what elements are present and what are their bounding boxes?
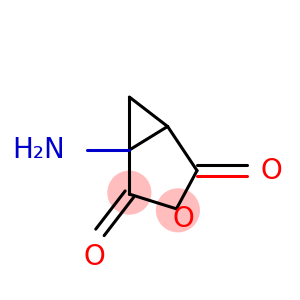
- Text: O: O: [83, 243, 105, 272]
- Text: O: O: [173, 205, 195, 233]
- Text: O: O: [260, 157, 282, 184]
- Text: H₂N: H₂N: [12, 136, 64, 164]
- Circle shape: [107, 171, 152, 215]
- Circle shape: [156, 188, 200, 232]
